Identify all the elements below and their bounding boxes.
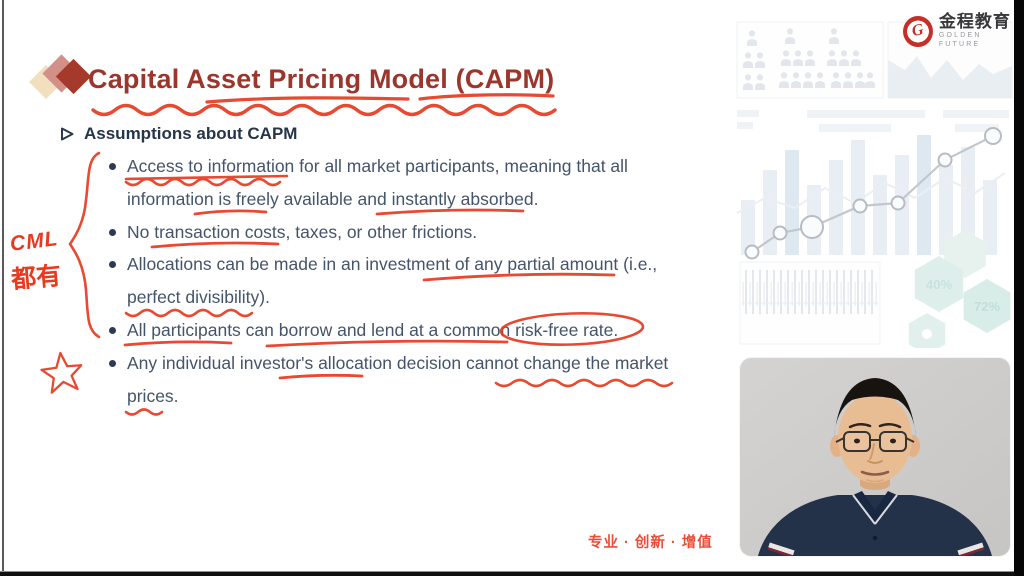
- area-chart-silhouette: [888, 56, 1012, 98]
- hex-percent-label: 72%: [974, 299, 1000, 314]
- title-underline: [205, 96, 410, 104]
- assumptions-heading: Assumptions about CAPM: [84, 124, 298, 143]
- slide-title: Capital Asset Pricing Model (CAPM): [88, 64, 555, 94]
- star-doodle: [40, 351, 83, 394]
- assumptions-heading-row: Assumptions about CAPM: [60, 124, 297, 144]
- assumption-item: Access to information for all market par…: [108, 150, 710, 216]
- hexagon-cluster: 40% 72%: [908, 230, 1011, 348]
- seal-letter: G: [910, 20, 926, 41]
- title-wavy-underline: [91, 103, 557, 117]
- brand-tagline: 专业 · 创新 · 增值: [588, 535, 713, 551]
- assumptions-list: Access to information for all market par…: [108, 150, 710, 412]
- assumption-item: Any individual investor's allocation dec…: [108, 347, 710, 413]
- handwritten-chinese-note: 都有: [10, 261, 63, 295]
- chevron-bullet-icon: [61, 127, 74, 141]
- instructor-figure: [758, 378, 992, 556]
- assumption-item: No transaction costs, taxes, or other fr…: [108, 216, 710, 249]
- brand-logo: G 金程教育 GOLDEN FUTURE: [903, 13, 1024, 49]
- brace-annotation: [68, 151, 101, 339]
- hex-percent-label: 40%: [926, 277, 952, 292]
- instructor-webcam: [740, 358, 1010, 556]
- instructor-avatar: [740, 358, 1010, 556]
- bottom-letterbox-bar: [0, 571, 1014, 576]
- title-diamonds-icon: [29, 54, 92, 104]
- left-frame-line: [2, 0, 4, 572]
- assumption-item: All participants can borrow and lend at …: [108, 314, 710, 347]
- logo-text: 金程教育 GOLDEN FUTURE: [939, 13, 1024, 49]
- logo-name-cn: 金程教育: [938, 12, 1011, 31]
- logo-seal-icon: G: [903, 15, 933, 47]
- logo-name-en: GOLDEN FUTURE: [938, 32, 982, 48]
- faded-caption-bars: [737, 110, 1009, 132]
- assumption-item: Allocations can be made in an investment…: [108, 248, 710, 314]
- right-letterbox-bar: [1014, 0, 1024, 576]
- line-chart-with-nodes: [744, 127, 1002, 260]
- handwritten-cml-note: CML: [8, 227, 60, 256]
- faded-zigzag-line: [736, 172, 1006, 214]
- title-underline: [418, 93, 555, 101]
- background-infographics: 40% 72%: [736, 21, 1013, 348]
